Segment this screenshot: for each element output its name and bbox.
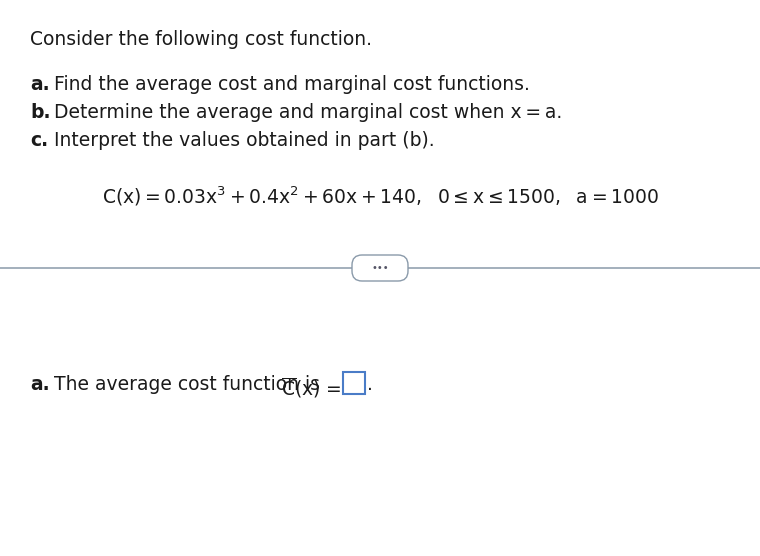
- Text: •••: •••: [371, 263, 389, 273]
- Text: Determine the average and marginal cost when x = a.: Determine the average and marginal cost …: [48, 103, 562, 122]
- Text: b.: b.: [30, 103, 50, 122]
- FancyBboxPatch shape: [352, 255, 408, 281]
- Text: .: .: [367, 375, 373, 394]
- Text: $\overline{\mathrm{C}}$(x) =: $\overline{\mathrm{C}}$(x) =: [281, 375, 341, 400]
- Text: $\mathrm{C(x) = 0.03x^3 + 0.4x^2 + 60x + 140,\ \ 0 \leq x \leq 1500,\ \ a = 1000: $\mathrm{C(x) = 0.03x^3 + 0.4x^2 + 60x +…: [102, 185, 658, 208]
- Text: The average cost function is: The average cost function is: [48, 375, 326, 394]
- Text: a.: a.: [30, 375, 49, 394]
- Text: a.: a.: [30, 75, 49, 94]
- Text: Interpret the values obtained in part (b).: Interpret the values obtained in part (b…: [48, 131, 435, 150]
- Text: Consider the following cost function.: Consider the following cost function.: [30, 30, 372, 49]
- Text: Find the average cost and marginal cost functions.: Find the average cost and marginal cost …: [48, 75, 530, 94]
- Text: c.: c.: [30, 131, 48, 150]
- FancyBboxPatch shape: [343, 372, 365, 394]
